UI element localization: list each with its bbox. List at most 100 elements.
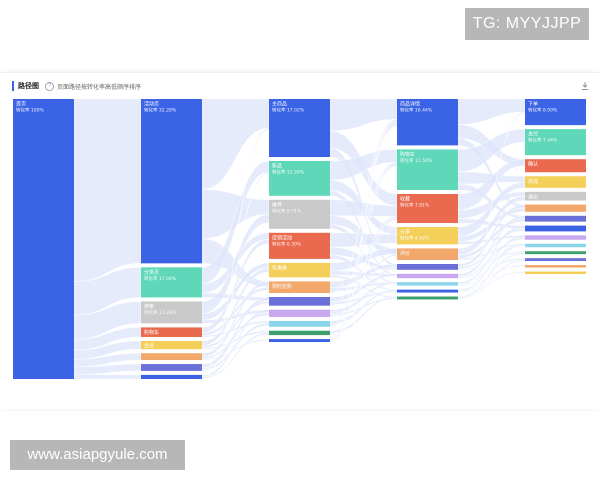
node-bar[interactable] [525,265,586,268]
download-icon[interactable] [580,81,590,91]
node-bar[interactable] [397,282,458,286]
node-col4-10[interactable] [525,251,586,255]
node-col4-3[interactable]: 完成 [525,176,586,188]
node-col3-9[interactable] [397,296,458,300]
node-col4-2[interactable]: 确认 [525,159,586,173]
node-label: 活动页 [144,101,159,108]
node-bar[interactable] [525,225,586,232]
node-col4-5[interactable] [525,204,586,212]
node-bar[interactable] [141,364,202,371]
node-bar[interactable] [525,235,586,240]
node-col3-5[interactable] [397,264,458,270]
node-bar[interactable] [269,339,330,342]
node-bar[interactable] [269,99,330,157]
node-col4-12[interactable] [525,265,586,268]
node-bar[interactable] [269,161,330,196]
node-col4-4[interactable]: 退出 [525,191,586,201]
node-col4-8[interactable] [525,235,586,240]
node-bar[interactable] [141,267,202,298]
node-bar[interactable] [525,271,586,275]
node-bar[interactable] [269,320,330,327]
node-bar[interactable] [269,232,330,259]
node-bar[interactable] [397,289,458,293]
node-bar[interactable] [397,273,458,279]
node-bar[interactable] [525,129,586,156]
node-bar[interactable] [525,215,586,222]
node-bar[interactable] [269,330,330,336]
node-col1-4[interactable]: 会员 [141,340,202,350]
node-col2-7[interactable] [269,309,330,317]
node-col4-6[interactable] [525,215,586,222]
node-bar[interactable] [397,99,458,146]
node-col2-10[interactable] [269,339,330,342]
node-bar[interactable] [141,99,202,264]
node-bar[interactable] [397,194,458,223]
node-bar[interactable] [141,374,202,379]
flow-link-65[interactable] [457,98,526,125]
node-bar[interactable] [397,248,458,260]
flow-link-0[interactable] [73,98,142,282]
node-col4-7[interactable] [525,225,586,232]
node-bar[interactable] [269,309,330,317]
flow-link-2[interactable] [73,301,142,340]
watermark-top: TG: MYYJJPP [465,8,589,40]
node-bar[interactable] [525,159,586,173]
node-col2-8[interactable] [269,320,330,327]
node-bar[interactable] [525,191,586,201]
node-bar[interactable] [269,281,330,293]
flow-link-74[interactable] [457,181,526,237]
node-col2-4[interactable]: 优惠券 [269,262,330,278]
node-bar[interactable] [397,296,458,300]
node-bar[interactable] [141,301,202,324]
node-bar[interactable] [13,99,74,379]
help-icon[interactable]: ? [45,81,54,91]
node-bar[interactable] [525,251,586,255]
node-bar[interactable] [141,353,202,361]
node-col2-9[interactable] [269,330,330,336]
node-bar[interactable] [141,340,202,350]
node-bar[interactable] [269,262,330,278]
node-bar[interactable] [141,327,202,337]
node-bar[interactable] [397,149,458,190]
node-bar[interactable] [525,99,586,126]
node-bar[interactable] [397,227,458,245]
node-bar[interactable] [269,199,330,229]
node-col4-9[interactable] [525,243,586,248]
node-col4-11[interactable] [525,258,586,262]
node-col1-3[interactable]: 购物车 [141,327,202,337]
node-col2-5[interactable]: 限时抢购 [269,281,330,293]
node-col1-7[interactable] [141,374,202,379]
node-bar[interactable] [269,297,330,306]
node-bar[interactable] [525,204,586,212]
node-col4-13[interactable] [525,271,586,275]
node-col3-8[interactable] [397,289,458,293]
node-bar[interactable] [525,176,586,188]
node-bar[interactable] [525,258,586,262]
flow-link-90[interactable] [457,252,526,293]
node-bar[interactable] [397,264,458,270]
node-col3-6[interactable] [397,273,458,279]
flow-link-4[interactable] [73,340,142,360]
node-col1-5[interactable] [141,353,202,361]
node-col2-6[interactable] [269,297,330,306]
flow-link-77[interactable] [457,195,526,255]
node-col3-4[interactable]: 评价 [397,248,458,260]
node-col1-6[interactable] [141,364,202,371]
flow-link-7[interactable] [73,374,142,380]
node-col3-7[interactable] [397,282,458,286]
node-bar[interactable] [525,243,586,248]
